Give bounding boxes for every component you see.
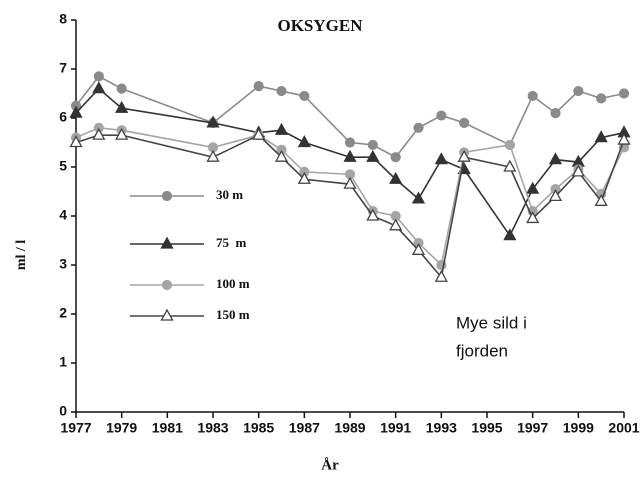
x-tick-label: 2001 (608, 420, 639, 436)
x-tick-label: 1977 (60, 420, 91, 436)
data-point (548, 152, 563, 165)
data-point (573, 85, 584, 97)
y-tick-label: 1 (59, 354, 67, 370)
x-tick-label: 1979 (106, 420, 137, 436)
data-point (297, 135, 311, 148)
y-tick-label: 5 (59, 158, 67, 174)
x-tick-label: 1983 (197, 420, 228, 436)
data-point (434, 269, 448, 282)
data-point (92, 127, 106, 140)
data-point (92, 81, 106, 94)
data-point (618, 88, 630, 99)
y-tick-label: 7 (59, 60, 67, 76)
data-point (617, 132, 631, 145)
legend-marker (161, 190, 173, 202)
x-tick-label: 1981 (152, 420, 183, 436)
data-point (206, 115, 220, 128)
data-point (526, 211, 540, 224)
data-point (550, 107, 561, 119)
x-tick-label: 1993 (426, 420, 457, 436)
data-point (411, 242, 426, 255)
data-point (253, 81, 264, 92)
data-point (504, 139, 515, 151)
data-point (274, 122, 289, 135)
y-tick-label: 8 (59, 11, 67, 27)
legend-marker (160, 308, 174, 321)
data-point (344, 137, 356, 148)
legend-marker (160, 236, 174, 249)
data-point (299, 90, 310, 102)
x-tick-label: 1997 (517, 420, 548, 436)
data-point (527, 90, 538, 102)
data-point (69, 135, 83, 148)
legend-label: 150 m (216, 307, 250, 322)
legend-marker (161, 279, 173, 291)
data-point (413, 122, 424, 133)
data-point (366, 149, 380, 162)
data-point (526, 181, 540, 194)
data-point (594, 193, 608, 206)
data-point (459, 117, 470, 129)
data-point (548, 189, 563, 202)
data-point (116, 83, 127, 94)
data-point (596, 93, 607, 104)
data-point (503, 228, 517, 241)
data-point (367, 139, 378, 151)
data-point (594, 130, 608, 143)
data-point (252, 127, 266, 140)
data-point (297, 171, 311, 184)
annotation: Mye sild i (456, 313, 527, 332)
data-point (115, 127, 129, 140)
legend-label: 75 m (216, 235, 247, 250)
x-axis-label: År (321, 457, 339, 473)
y-tick-label: 2 (59, 305, 67, 321)
data-point (411, 191, 426, 204)
y-tick-label: 4 (59, 207, 67, 223)
annotation: fjorden (456, 341, 508, 360)
legend-label: 30 m (216, 187, 243, 202)
data-point (206, 149, 220, 162)
y-axis-label: ml / l (14, 240, 29, 270)
data-point (389, 218, 403, 231)
x-tick-label: 1991 (380, 420, 411, 436)
data-point (366, 208, 380, 221)
data-point (276, 85, 287, 97)
chart-title: OKSYGEN (277, 16, 363, 35)
data-point (457, 149, 471, 162)
x-tick-label: 1989 (334, 420, 365, 436)
data-point (115, 100, 129, 113)
data-point (343, 149, 357, 162)
y-tick-label: 0 (59, 403, 67, 419)
x-tick-label: 1987 (289, 420, 320, 436)
data-point (571, 164, 585, 177)
data-point (389, 171, 403, 184)
data-point (436, 110, 447, 121)
data-point (390, 152, 401, 163)
series-line (75, 87, 625, 238)
y-tick-label: 6 (59, 109, 67, 125)
data-point (274, 149, 289, 162)
y-tick-label: 3 (59, 256, 67, 272)
x-tick-label: 1995 (471, 420, 502, 436)
data-point (69, 105, 83, 118)
x-tick-label: 1999 (563, 420, 594, 436)
data-point (434, 152, 448, 165)
data-point (503, 159, 517, 172)
legend-label: 100 m (216, 276, 250, 291)
data-point (343, 176, 357, 189)
data-point (93, 71, 104, 82)
x-tick-label: 1985 (243, 420, 274, 436)
